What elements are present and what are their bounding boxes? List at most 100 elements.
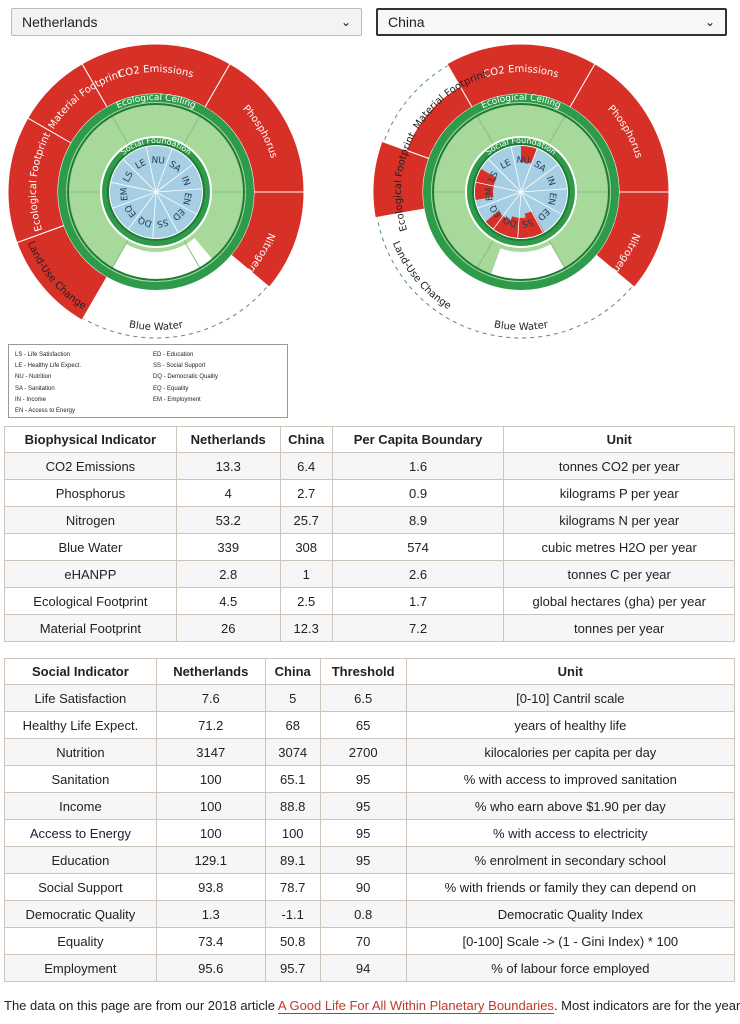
country-select-left-value: Netherlands	[22, 14, 98, 30]
inner-indicator-label: IN	[544, 175, 557, 187]
inner-spoke	[520, 188, 567, 193]
table-cell: 6.5	[319, 684, 407, 712]
table-cell: kilocalories per capita per day	[405, 738, 736, 766]
table-cell: 73.4	[155, 927, 266, 955]
table-cell: 1.3	[155, 900, 266, 928]
ecological-ceiling-inner-line	[67, 103, 245, 281]
table-cell: 94	[319, 954, 407, 982]
country-select-left[interactable]: Netherlands ⌄	[11, 8, 362, 36]
table-cell: Life Satisfaction	[4, 684, 157, 712]
chevron-down-icon: ⌄	[340, 15, 351, 29]
table-cell: 25.7	[279, 506, 333, 534]
table-cell: 1	[279, 560, 333, 588]
legend-item: LE - Healthy Life Expect.	[15, 363, 82, 370]
inner-spoke	[145, 146, 157, 193]
table-cell: 90	[319, 873, 407, 901]
social-table: Social Indicator Netherlands China Thres…	[4, 658, 736, 982]
column-header: Social Indicator	[4, 658, 157, 685]
source-note-text: The data on this page are from our 2018 …	[4, 998, 278, 1013]
table-cell: 88.8	[264, 792, 321, 820]
inner-spoke	[520, 148, 538, 193]
table-cell: years of healthy life	[405, 711, 736, 739]
table-cell: tonnes C per year	[503, 560, 735, 588]
table-cell: 4	[175, 479, 281, 507]
legend-item: NU - Nutrition	[15, 374, 52, 381]
ecological-ceiling-ring	[58, 94, 254, 290]
table-cell: % with access to electricity	[405, 819, 736, 847]
table-cell: 95	[319, 846, 407, 874]
column-header: China	[279, 426, 333, 453]
table-cell: 78.7	[264, 873, 321, 901]
inner-spoke	[123, 159, 157, 193]
abbreviation-legend: LS - Life Satisfaction LE - Healthy Life…	[8, 344, 288, 418]
inner-indicator-label: NU	[151, 156, 165, 167]
inner-indicator-label: EM	[120, 187, 131, 201]
table-cell: 100	[264, 819, 321, 847]
social-shortfall-segment	[505, 216, 529, 239]
inner-indicator-label: EN	[180, 191, 192, 205]
table-cell: 5	[264, 684, 321, 712]
social-foundation-inner-line	[107, 143, 205, 241]
social-row: Income 100 88.8 95% who earn above $1.90 pe…	[4, 792, 736, 820]
inner-spoke	[155, 188, 202, 193]
social-shortfall-segment	[485, 211, 511, 236]
biophysical-row: eHANPP 2.8 1 2.6 tonnes C per year	[4, 560, 735, 588]
country-select-right[interactable]: China ⌄	[376, 8, 727, 36]
social-shortfall-segment	[524, 211, 544, 238]
inner-spoke	[520, 191, 544, 233]
legend-item: EQ - Equality	[153, 385, 189, 392]
social-foundation-ring	[102, 138, 210, 246]
table-cell: Education	[4, 846, 157, 874]
biophysical-row: Blue Water 339 308 574 cubic metres H2O per …	[4, 533, 735, 561]
column-header: Biophysical Indicator	[4, 426, 177, 453]
article-link[interactable]: A Good Life For All Within Planetary Bou…	[277, 998, 554, 1014]
inner-spoke	[488, 159, 522, 193]
unused-space-segment	[490, 243, 566, 281]
table-cell: 339	[175, 533, 281, 561]
table-cell: 68	[264, 711, 321, 739]
social-row: Equality 73.4 50.8 70 [0-100] Scale -> (1 - …	[4, 927, 736, 955]
inner-spoke	[110, 181, 157, 193]
inner-indicator-label: NU	[516, 156, 530, 167]
legend-item: SS - Social Support	[153, 363, 206, 370]
inner-spoke	[155, 191, 197, 215]
legend-item: IN - Income	[15, 396, 47, 403]
inner-indicator-label: DQ	[502, 214, 519, 228]
table-cell: 100	[155, 792, 266, 820]
table-cell: tonnes per year	[503, 614, 735, 642]
sector-divider	[548, 240, 567, 271]
table-cell: Blue Water	[4, 533, 177, 561]
table-cell: 574	[331, 533, 505, 561]
boundary-label: CO2 Emissions	[117, 64, 195, 81]
sector-divider	[475, 240, 494, 271]
table-cell: 12.3	[279, 614, 333, 642]
inner-indicator-label: LS	[487, 170, 501, 184]
inner-spoke	[112, 191, 157, 209]
table-cell: % who earn above $1.90 per day	[405, 792, 736, 820]
table-cell: 95	[319, 765, 407, 793]
table-cell: Equality	[4, 927, 157, 955]
sector-divider	[183, 240, 202, 271]
legend-item: DQ - Democratic Quality	[153, 374, 219, 381]
column-header: China	[264, 658, 321, 685]
table-cell: 7.6	[155, 684, 266, 712]
column-header: Netherlands	[155, 658, 266, 685]
inner-indicator-label: EN	[545, 191, 557, 205]
chevron-down-icon: ⌄	[704, 15, 715, 29]
table-cell: Democratic Quality Index	[405, 900, 736, 928]
source-note: The data on this page are from our 2018 …	[4, 998, 740, 1014]
safe-space-ring	[65, 102, 246, 282]
social-foundation-ring	[467, 138, 575, 246]
table-cell: % of labour force employed	[405, 954, 736, 982]
inner-indicator-label: IN	[179, 175, 192, 187]
inner-indicator-label: SS	[156, 216, 170, 228]
ecological-ceiling-ring	[423, 94, 619, 290]
table-cell: Healthy Life Expect.	[4, 711, 157, 739]
sector-divider	[110, 113, 129, 144]
table-cell: Nitrogen	[4, 506, 177, 534]
table-cell: 26	[175, 614, 281, 642]
legend-item: EM - Employment	[153, 396, 201, 403]
column-header: Unit	[405, 658, 736, 685]
column-header: Unit	[503, 426, 735, 453]
